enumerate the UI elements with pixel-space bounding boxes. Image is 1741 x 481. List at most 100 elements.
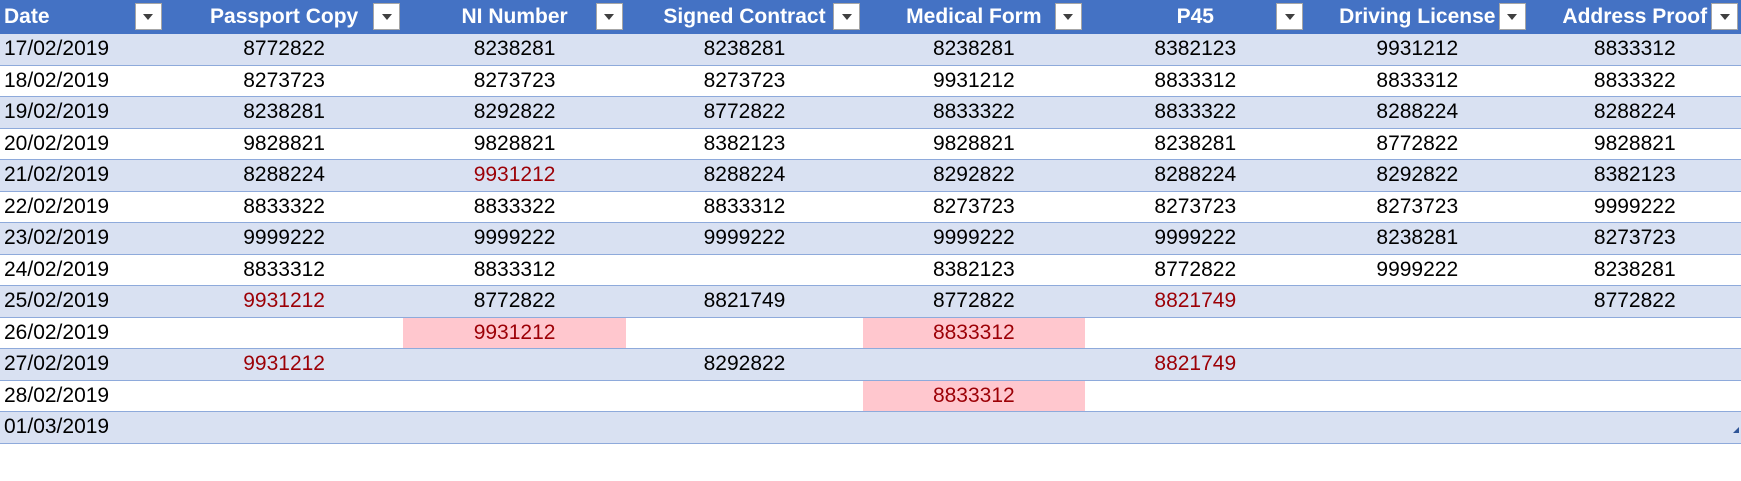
- table-cell[interactable]: [1528, 348, 1741, 381]
- table-cell[interactable]: 8292822: [1306, 159, 1529, 192]
- date-cell[interactable]: 18/02/2019: [0, 65, 165, 97]
- table-cell[interactable]: 8292822: [403, 96, 626, 129]
- date-cell[interactable]: 24/02/2019: [0, 254, 165, 286]
- table-cell[interactable]: 8273723: [625, 65, 864, 97]
- table-cell[interactable]: [403, 380, 626, 412]
- table-cell[interactable]: 8772822: [625, 96, 864, 129]
- date-cell[interactable]: 17/02/2019: [0, 34, 165, 66]
- table-cell[interactable]: 9931212: [403, 159, 626, 192]
- table-cell[interactable]: 9931212: [164, 285, 404, 318]
- table-cell[interactable]: 8821749: [1084, 348, 1306, 381]
- date-cell[interactable]: 26/02/2019: [0, 317, 165, 349]
- column-header-address-proof[interactable]: Address Proof: [1528, 0, 1741, 34]
- table-cell[interactable]: 8833312: [863, 380, 1085, 412]
- filter-dropdown-icon[interactable]: [1276, 3, 1303, 30]
- table-cell[interactable]: 8273723: [164, 65, 404, 97]
- filter-dropdown-icon[interactable]: [1711, 3, 1738, 30]
- table-cell[interactable]: 8833312: [625, 191, 864, 223]
- table-cell[interactable]: 8273723: [863, 191, 1085, 223]
- table-cell[interactable]: [1306, 411, 1529, 444]
- table-cell[interactable]: 8772822: [1084, 254, 1306, 286]
- table-cell[interactable]: 9999222: [164, 222, 404, 255]
- table-cell[interactable]: 9931212: [164, 348, 404, 381]
- table-cell[interactable]: 8772822: [1306, 128, 1529, 160]
- table-cell[interactable]: [1528, 411, 1741, 444]
- table-cell[interactable]: [1084, 411, 1306, 444]
- column-header-passport-copy[interactable]: Passport Copy: [164, 0, 404, 34]
- table-cell[interactable]: 8821749: [1084, 285, 1306, 318]
- table-cell[interactable]: 8238281: [403, 34, 626, 66]
- date-cell[interactable]: 23/02/2019: [0, 222, 165, 255]
- table-cell[interactable]: 8833322: [403, 191, 626, 223]
- table-cell[interactable]: [1306, 317, 1529, 349]
- table-cell[interactable]: 8288224: [164, 159, 404, 192]
- table-cell[interactable]: 9828821: [1528, 128, 1741, 160]
- table-cell[interactable]: 8772822: [403, 285, 626, 318]
- table-cell[interactable]: [625, 411, 864, 444]
- table-cell[interactable]: [164, 317, 404, 349]
- table-cell[interactable]: 8238281: [1306, 222, 1529, 255]
- date-cell[interactable]: 19/02/2019: [0, 96, 165, 129]
- table-cell[interactable]: 9999222: [1084, 222, 1306, 255]
- date-cell[interactable]: 01/03/2019: [0, 411, 165, 444]
- table-cell[interactable]: 8288224: [1306, 96, 1529, 129]
- table-cell[interactable]: 8772822: [164, 34, 404, 66]
- filter-dropdown-icon[interactable]: [1498, 3, 1526, 30]
- table-cell[interactable]: 8288224: [1528, 96, 1741, 129]
- table-cell[interactable]: 9828821: [403, 128, 626, 160]
- column-header-p45[interactable]: P45: [1084, 0, 1306, 34]
- date-cell[interactable]: 25/02/2019: [0, 285, 165, 318]
- table-cell[interactable]: 8833312: [1306, 65, 1529, 97]
- date-cell[interactable]: 22/02/2019: [0, 191, 165, 223]
- table-cell[interactable]: 8833322: [1528, 65, 1741, 97]
- column-header-ni-number[interactable]: NI Number: [403, 0, 626, 34]
- table-cell[interactable]: 8238281: [164, 96, 404, 129]
- table-cell[interactable]: [1084, 380, 1306, 412]
- table-cell[interactable]: 8821749: [625, 285, 864, 318]
- table-cell[interactable]: 8833312: [1084, 65, 1306, 97]
- table-cell[interactable]: [1306, 285, 1529, 318]
- table-cell[interactable]: 9828821: [863, 128, 1085, 160]
- table-cell[interactable]: 8273723: [1306, 191, 1529, 223]
- column-header-date[interactable]: Date: [0, 0, 165, 34]
- table-cell[interactable]: 9999222: [625, 222, 864, 255]
- filter-dropdown-icon[interactable]: [134, 3, 162, 30]
- filter-dropdown-icon[interactable]: [833, 3, 861, 30]
- table-cell[interactable]: [1528, 380, 1741, 412]
- table-cell[interactable]: 9828821: [164, 128, 404, 160]
- table-cell[interactable]: 8288224: [625, 159, 864, 192]
- table-cell[interactable]: 8833312: [863, 317, 1085, 349]
- date-cell[interactable]: 21/02/2019: [0, 159, 165, 192]
- table-cell[interactable]: 8772822: [863, 285, 1085, 318]
- table-cell[interactable]: 8238281: [863, 34, 1085, 66]
- table-cell[interactable]: 8833312: [1528, 34, 1741, 66]
- column-header-driving-license[interactable]: Driving License: [1306, 0, 1529, 34]
- column-header-signed-contract[interactable]: Signed Contract: [625, 0, 864, 34]
- table-cell[interactable]: 8382123: [1528, 159, 1741, 192]
- table-cell[interactable]: 8382123: [863, 254, 1085, 286]
- table-cell[interactable]: 8382123: [625, 128, 864, 160]
- table-cell[interactable]: 8382123: [1084, 34, 1306, 66]
- table-cell[interactable]: 8273723: [1084, 191, 1306, 223]
- table-cell[interactable]: [1306, 380, 1529, 412]
- date-cell[interactable]: 28/02/2019: [0, 380, 165, 412]
- table-cell[interactable]: [1528, 317, 1741, 349]
- table-cell[interactable]: [403, 348, 626, 381]
- table-cell[interactable]: 9931212: [403, 317, 626, 349]
- table-cell[interactable]: [625, 317, 864, 349]
- date-cell[interactable]: 27/02/2019: [0, 348, 165, 381]
- table-cell[interactable]: 8833322: [164, 191, 404, 223]
- table-cell[interactable]: [164, 380, 404, 412]
- table-cell[interactable]: 8833312: [164, 254, 404, 286]
- table-cell[interactable]: [625, 380, 864, 412]
- table-cell[interactable]: 8238281: [625, 34, 864, 66]
- table-cell[interactable]: 9999222: [863, 222, 1085, 255]
- table-cell[interactable]: 8292822: [863, 159, 1085, 192]
- table-resize-handle-icon[interactable]: [1733, 427, 1739, 433]
- table-cell[interactable]: [1306, 348, 1529, 381]
- table-cell[interactable]: 9999222: [403, 222, 626, 255]
- table-cell[interactable]: 9931212: [863, 65, 1085, 97]
- table-cell[interactable]: 9999222: [1528, 191, 1741, 223]
- table-cell[interactable]: [625, 254, 864, 286]
- table-cell[interactable]: 8238281: [1528, 254, 1741, 286]
